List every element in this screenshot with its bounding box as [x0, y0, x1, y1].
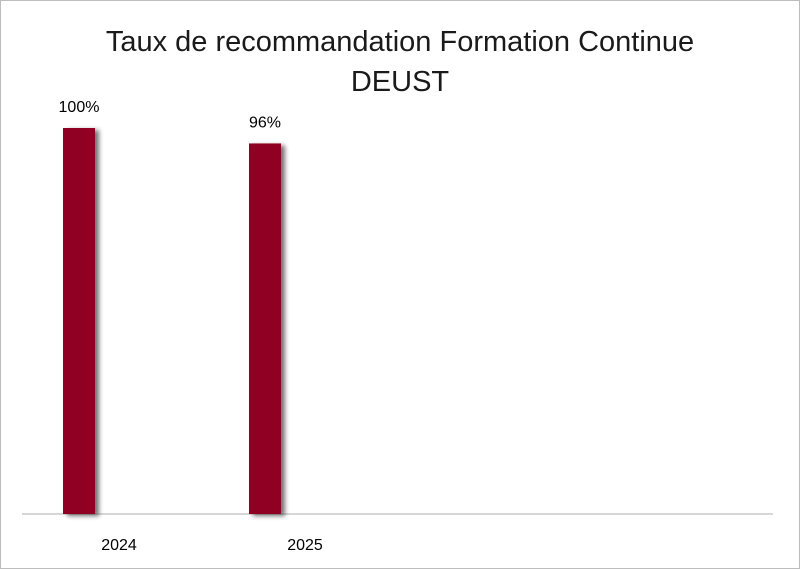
tick-label-2024: 2024: [101, 537, 137, 554]
bar-2024: [63, 128, 95, 514]
chart-title-line-2: DEUST: [350, 66, 450, 98]
chart-title: Taux de recommandation Formation Continu…: [0, 22, 800, 102]
data-label-2024: 100%: [59, 99, 100, 116]
bar-2025: [249, 143, 281, 514]
bars-group: [63, 128, 281, 514]
chart-title-line-1: Taux de recommandation Formation Continu…: [105, 26, 695, 58]
labels-group: 100% 2024 96% 2025: [59, 99, 323, 554]
data-label-2025: 96%: [249, 114, 281, 131]
tick-label-2025: 2025: [287, 537, 323, 554]
